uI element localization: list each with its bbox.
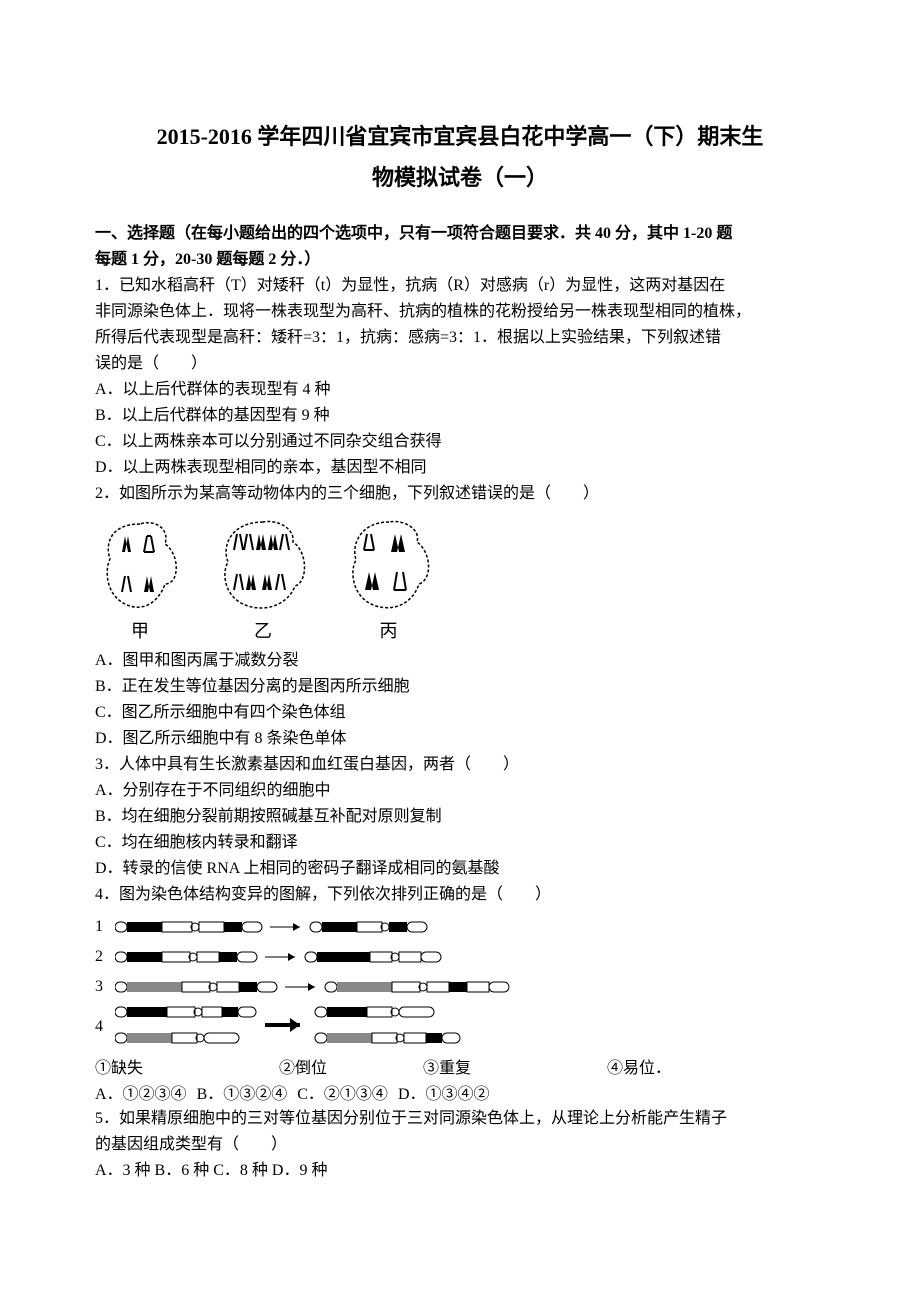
q4-opt-b: B．①③②④ <box>197 1086 288 1103</box>
q4-row4-num: 4 <box>95 1015 115 1039</box>
q3-opt-b: B．均在细胞分裂前期按照碱基互补配对原则复制 <box>95 805 825 829</box>
q1-l4: 误的是（ ） <box>95 352 825 376</box>
q2-stem: 2．如图所示为某高等动物体内的三个细胞，下列叙述错误的是（ ） <box>95 482 825 506</box>
q2-opt-d: D．图乙所示细胞中有 8 条染色单体 <box>95 727 825 751</box>
q1-opt-d: D．以上两株表现型相同的亲本，基因型不相同 <box>95 456 825 480</box>
q1-opt-b: B．以上后代群体的基因型有 9 种 <box>95 404 825 428</box>
q4-figure: 1 2 <box>95 915 825 1049</box>
q4-term1: ①缺失 <box>95 1057 275 1081</box>
q4-stem: 4．图为染色体结构变异的图解，下列依次排列正确的是（ ） <box>95 883 825 907</box>
cell-jia: 甲 <box>95 514 185 645</box>
title-line1: 2015-2016 学年四川省宜宾市宜宾县白花中学高一（下）期末生 <box>95 120 825 153</box>
q3-opt-c: C．均在细胞核内转录和翻译 <box>95 831 825 855</box>
q3-stem: 3．人体中具有生长激素基因和血红蛋白基因，两者（ ） <box>95 753 825 777</box>
q3-opt-d: D．转录的信使 RNA 上相同的密码子翻译成相同的氨基酸 <box>95 857 825 881</box>
q4-row-4: 4 <box>95 1005 825 1049</box>
label-yi: 乙 <box>254 618 272 645</box>
q2-opt-c: C．图乙所示细胞中有四个染色体组 <box>95 701 825 725</box>
q4-term4: ④易位． <box>607 1057 671 1081</box>
q4-term3: ③重复 <box>423 1057 603 1081</box>
q4-row1-num: 1 <box>95 915 115 939</box>
q1-opt-c: C．以上两株亲本可以分别通过不同杂交组合获得 <box>95 430 825 454</box>
q4-options: A．①②③④ B．①③②④ C．②①③④ D．①③④② <box>95 1083 825 1107</box>
q4-row2-num: 2 <box>95 945 115 969</box>
q4-terms: ①缺失 ②倒位 ③重复 ④易位． <box>95 1057 825 1081</box>
q4-row-2: 2 <box>95 945 825 969</box>
label-bing: 丙 <box>380 618 398 645</box>
q4-opt-d: D．①③④② <box>398 1086 490 1103</box>
q1-l3: 所得后代表现型是高秆：矮秆=3：1，抗病：感病=3：1．根据以上实验结果，下列叙… <box>95 326 825 350</box>
q4-opt-c: C．②①③④ <box>297 1086 388 1103</box>
label-jia: 甲 <box>131 618 149 645</box>
q2-opt-b: B．正在发生等位基因分离的是图丙所示细胞 <box>95 675 825 699</box>
cell-bing: 丙 <box>341 514 436 645</box>
cell-yi: 乙 <box>213 514 313 645</box>
q3-opt-a: A．分别存在于不同组织的细胞中 <box>95 779 825 803</box>
q5-l2: 的基因组成类型有（ ） <box>95 1133 825 1157</box>
title-line2: 物模拟试卷（一） <box>95 161 825 194</box>
section-heading-l1: 一、选择题（在每小题给出的四个选项中，只有一项符合题目要求．共 40 分，其中 … <box>95 222 825 246</box>
q1-l1: 1．已知水稻高秆（T）对矮秆（t）为显性，抗病（R）对感病（r）为显性，这两对基… <box>95 274 825 298</box>
q4-row-3: 3 <box>95 975 825 999</box>
q5-l1: 5．如果精原细胞中的三对等位基因分别位于三对同源染色体上，从理论上分析能产生精子 <box>95 1107 825 1131</box>
section-heading-l2: 每题 1 分，20-30 题每题 2 分．） <box>95 248 825 272</box>
q1-opt-a: A．以上后代群体的表现型有 4 种 <box>95 378 825 402</box>
q4-term2: ②倒位 <box>279 1057 419 1081</box>
q2-opt-a: A．图甲和图丙属于减数分裂 <box>95 649 825 673</box>
q2-figure: 甲 乙 丙 <box>95 514 825 645</box>
q4-opt-a: A．①②③④ <box>95 1086 187 1103</box>
q4-row-1: 1 <box>95 915 825 939</box>
q5-opts: A．3 种 B．6 种 C．8 种 D．9 种 <box>95 1159 825 1183</box>
q1-l2: 非同源染色体上．现将一株表现型为高秆、抗病的植株的花粉授给另一株表现型相同的植株… <box>95 300 825 324</box>
q4-row3-num: 3 <box>95 975 115 999</box>
